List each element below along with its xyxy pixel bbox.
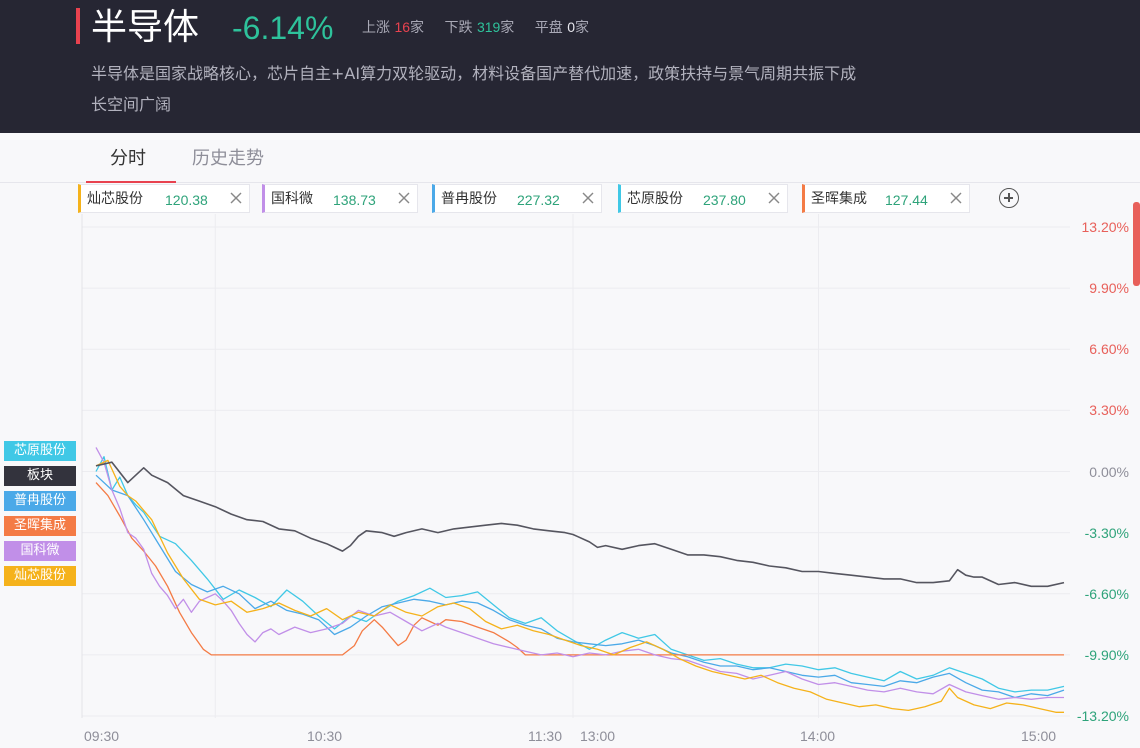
active-tab-indicator: [86, 181, 176, 183]
tab-intraday[interactable]: 分时: [110, 148, 146, 169]
down-label: 下跌: [444, 20, 473, 36]
x-tick-label: 14:00: [800, 728, 836, 744]
remove-stock-icon[interactable]: [949, 191, 963, 205]
stock-chip[interactable]: 灿芯股份 120.38: [78, 184, 250, 213]
add-stock-icon[interactable]: [999, 188, 1019, 208]
y-tick-label: 0.00%: [1089, 463, 1129, 480]
stock-chip[interactable]: 芯原股份 237.80: [618, 184, 788, 213]
stock-chip-name: 芯原股份: [627, 191, 683, 207]
legend-tag[interactable]: 芯原股份: [4, 441, 76, 461]
chart-area: [0, 133, 1140, 748]
y-tick-label: -13.20%: [1076, 708, 1129, 724]
x-tick-label: 09:30: [84, 728, 120, 744]
stock-chip[interactable]: 圣晖集成 127.44: [802, 184, 970, 213]
stock-chip-price: 237.80: [703, 192, 746, 208]
stock-chip-name: 国科微: [271, 191, 313, 207]
scroll-handle[interactable]: [1133, 202, 1140, 286]
down-count: 319: [476, 19, 501, 35]
stock-chip-name: 普冉股份: [441, 191, 497, 207]
series-line-圣晖集成: [95, 482, 1064, 656]
y-tick-label: -6.60%: [1084, 585, 1129, 602]
x-tick-label: 15:00: [1021, 728, 1057, 744]
series-line-普冉股份: [95, 474, 1065, 699]
y-tick-label: 13.20%: [1081, 219, 1129, 235]
y-tick-label: -3.30%: [1084, 524, 1129, 541]
series-line-灿芯股份: [95, 459, 1064, 713]
stock-chip-price: 127.44: [885, 192, 928, 208]
flat-count: 0: [567, 19, 575, 35]
y-tick-label: -9.90%: [1084, 646, 1129, 663]
series-line-芯原股份: [95, 456, 1065, 693]
stock-chip[interactable]: 普冉股份 227.32: [432, 184, 602, 213]
series-line-板块: [95, 461, 1065, 588]
stock-chip-price: 120.38: [165, 192, 208, 208]
stock-chip[interactable]: 国科微 138.73: [262, 184, 418, 213]
legend-tag[interactable]: 国科微: [4, 541, 76, 561]
flat-unit: 家: [575, 20, 589, 36]
remove-stock-icon[interactable]: [229, 191, 243, 205]
sector-title: 半导体: [91, 7, 200, 48]
title-accent-bar: [76, 8, 80, 44]
tab-history[interactable]: 历史走势: [192, 148, 264, 169]
stock-chip-price: 227.32: [517, 192, 560, 208]
market-breadth: 上涨 16家 下跌 319家 平盘 0家: [362, 17, 605, 38]
y-tick-label: 6.60%: [1089, 341, 1129, 358]
y-tick-label: 9.90%: [1089, 280, 1129, 297]
tab-bar: [0, 133, 1140, 183]
legend-tag[interactable]: 板块: [4, 466, 76, 486]
remove-stock-icon[interactable]: [767, 191, 781, 205]
y-tick-label: 3.30%: [1089, 402, 1129, 419]
up-unit: 家: [410, 20, 425, 36]
up-label: 上涨: [362, 20, 390, 36]
x-tick-label: 10:30: [307, 728, 343, 744]
up-count: 16: [394, 19, 411, 35]
x-tick-label: 13:00: [580, 728, 616, 744]
legend-tag[interactable]: 普冉股份: [4, 491, 76, 511]
legend-tag[interactable]: 圣晖集成: [4, 516, 76, 536]
stock-chip-name: 圣晖集成: [811, 191, 867, 207]
sector-change: -6.14%: [232, 10, 334, 46]
x-tick-label: 11:30: [528, 728, 562, 744]
sector-header: [0, 0, 1140, 133]
sector-description: 半导体是国家战略核心，芯片自主+AI算力双轮驱动，材料设备国产替代加速，政策扶持…: [91, 64, 857, 114]
stock-chip-price: 138.73: [333, 192, 376, 208]
legend-tag[interactable]: 灿芯股份: [4, 566, 76, 586]
down-unit: 家: [500, 20, 515, 36]
flat-label: 平盘: [534, 20, 563, 36]
series-line-国科微: [95, 447, 1064, 700]
remove-stock-icon[interactable]: [397, 191, 411, 205]
stock-chip-name: 灿芯股份: [87, 191, 143, 207]
remove-stock-icon[interactable]: [581, 191, 595, 205]
